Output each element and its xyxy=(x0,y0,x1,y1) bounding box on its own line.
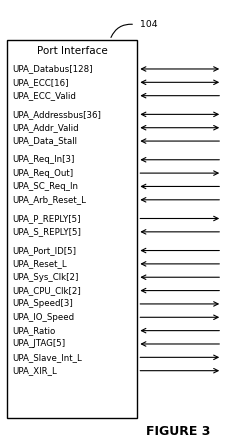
Text: UPA_ECC[16]: UPA_ECC[16] xyxy=(13,78,69,87)
Text: UPA_IO_Speed: UPA_IO_Speed xyxy=(13,313,75,322)
Text: UPA_JTAG[5]: UPA_JTAG[5] xyxy=(13,340,66,348)
Text: UPA_SC_Req_In: UPA_SC_Req_In xyxy=(13,182,79,191)
Text: UPA_Data_Stall: UPA_Data_Stall xyxy=(13,137,78,146)
Text: UPA_Speed[3]: UPA_Speed[3] xyxy=(13,299,73,308)
Text: FIGURE 3: FIGURE 3 xyxy=(146,425,211,438)
Text: UPA_Arb_Reset_L: UPA_Arb_Reset_L xyxy=(13,195,87,204)
Text: UPA_CPU_Clk[2]: UPA_CPU_Clk[2] xyxy=(13,286,81,295)
Text: 104: 104 xyxy=(140,20,157,29)
Text: UPA_Port_ID[5]: UPA_Port_ID[5] xyxy=(13,246,76,255)
Text: UPA_Databus[128]: UPA_Databus[128] xyxy=(13,65,93,73)
Text: UPA_Ratio: UPA_Ratio xyxy=(13,326,56,335)
Text: UPA_Req_Out]: UPA_Req_Out] xyxy=(13,169,74,178)
Text: UPA_Slave_Int_L: UPA_Slave_Int_L xyxy=(13,353,82,362)
Text: Port Interface: Port Interface xyxy=(37,46,107,56)
Text: UPA_XIR_L: UPA_XIR_L xyxy=(13,366,57,375)
Text: UPA_Req_In[3]: UPA_Req_In[3] xyxy=(13,155,75,164)
Text: UPA_Addr_Valid: UPA_Addr_Valid xyxy=(13,123,79,132)
Text: UPA_P_REPLY[5]: UPA_P_REPLY[5] xyxy=(13,214,81,223)
Text: UPA_Reset_L: UPA_Reset_L xyxy=(13,259,67,268)
Text: UPA_Addressbus[36]: UPA_Addressbus[36] xyxy=(13,110,101,119)
Text: UPA_Sys_Clk[2]: UPA_Sys_Clk[2] xyxy=(13,273,79,282)
Text: UPA_ECC_Valid: UPA_ECC_Valid xyxy=(13,91,76,100)
Text: UPA_S_REPLY[5]: UPA_S_REPLY[5] xyxy=(13,227,82,236)
Bar xyxy=(7,40,137,418)
